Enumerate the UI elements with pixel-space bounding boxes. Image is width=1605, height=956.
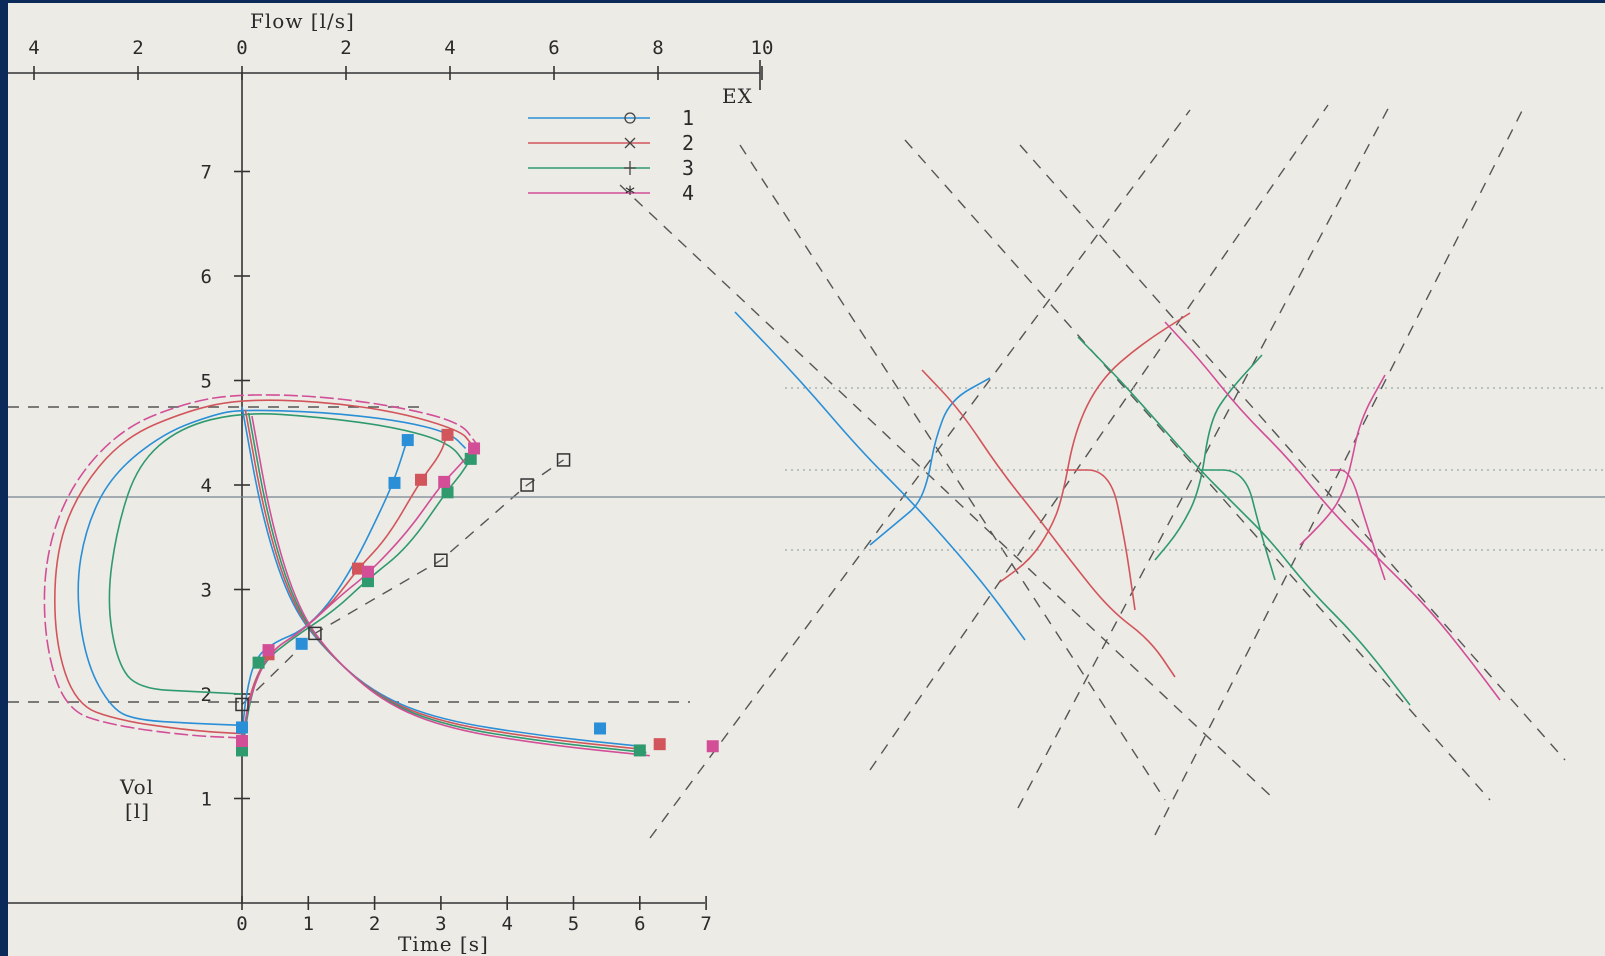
chart-frame: 4 2 0 2 4 6 8 10 0 1 2 3 4 5 6 7 1 2 3 4 5 6 7 1 2 3 * 4 Flow [l/s… bbox=[8, 3, 1605, 956]
reference-marker bbox=[434, 553, 448, 567]
marker-series-1 bbox=[388, 476, 401, 489]
traces bbox=[43, 311, 1501, 757]
marker-series-1 bbox=[401, 434, 414, 447]
reference-line bbox=[241, 459, 564, 705]
reference-marker bbox=[235, 697, 249, 712]
volume-time-tail-4 bbox=[251, 415, 650, 757]
marker-series-2 bbox=[653, 738, 666, 751]
marker-series-4 bbox=[438, 475, 451, 488]
reference-marker bbox=[308, 626, 322, 641]
legend-label-1: 1 bbox=[682, 106, 694, 130]
time-tick-label: 6 bbox=[634, 913, 645, 935]
time-tick-label: 7 bbox=[700, 913, 711, 935]
volume-time-trace-1 bbox=[241, 437, 409, 736]
right-panel-trace-3 bbox=[1077, 336, 1411, 706]
right-panel-trace-1 bbox=[869, 377, 991, 546]
legend: 123 * 4 bbox=[528, 106, 694, 206]
flow-volume-trace-4 bbox=[43, 394, 477, 739]
flow-tick-label: 8 bbox=[652, 37, 663, 59]
diagonal-guide bbox=[619, 184, 1276, 801]
flow-tick-label: 2 bbox=[132, 37, 143, 59]
legend-label-3: 3 bbox=[682, 156, 694, 180]
time-tick-label: 5 bbox=[568, 913, 579, 935]
legend-label-4: 4 bbox=[682, 181, 694, 205]
marker-series-4 bbox=[361, 565, 374, 578]
marker-series-4 bbox=[706, 740, 719, 753]
time-tick-label: 3 bbox=[435, 913, 446, 935]
marker-series-4 bbox=[468, 442, 481, 455]
right-panel-trace-4 bbox=[1299, 374, 1386, 546]
right-panel-trace-2 bbox=[999, 312, 1191, 583]
right-panel-trace-2 bbox=[1065, 469, 1136, 611]
volume-tick-label: 1 bbox=[201, 789, 212, 811]
volume-tick-label: 3 bbox=[201, 580, 212, 602]
flow-axis-title: Flow [l/s] bbox=[250, 9, 355, 33]
flow-tick-label: 4 bbox=[444, 37, 455, 59]
volume-axis-title: Vol bbox=[119, 775, 154, 799]
diagonal-guide bbox=[1017, 104, 1391, 809]
marker-series-2 bbox=[441, 428, 454, 441]
axes bbox=[8, 60, 1605, 904]
flow-volume-trace-3 bbox=[108, 413, 467, 695]
diagonal-guide bbox=[869, 104, 1329, 771]
volume-tick-label: 6 bbox=[201, 266, 212, 288]
marker-series-3 bbox=[464, 452, 477, 465]
right-panel-trace-3 bbox=[1200, 469, 1276, 581]
data-markers bbox=[235, 428, 719, 757]
flow-tick-label: 2 bbox=[340, 37, 351, 59]
reference-marker bbox=[520, 478, 534, 492]
volume-axis-unit: [l] bbox=[125, 799, 150, 823]
volume-time-tail-2 bbox=[244, 409, 644, 751]
marker-series-4 bbox=[236, 735, 248, 748]
marker-series-1 bbox=[594, 722, 607, 735]
marker-series-4 bbox=[262, 644, 275, 657]
legend-marker-circle bbox=[624, 112, 636, 124]
diagonal-guide bbox=[1019, 144, 1566, 761]
diagonal-guide bbox=[739, 144, 1166, 801]
marker-series-3 bbox=[361, 575, 374, 588]
legend-marker-x bbox=[624, 137, 636, 149]
marker-series-3 bbox=[252, 656, 265, 669]
volume-tick-label: 2 bbox=[201, 684, 212, 706]
flow-tick-label: 10 bbox=[751, 37, 774, 59]
flow-tick-label: 0 bbox=[236, 37, 247, 59]
volume-time-trace-3 bbox=[241, 458, 472, 757]
marker-series-1 bbox=[295, 637, 308, 650]
time-tick-label: 4 bbox=[501, 913, 512, 935]
right-panel-trace-3 bbox=[1154, 354, 1263, 561]
flow-volume-trace-2 bbox=[54, 399, 472, 735]
time-axis-title: Time [s] bbox=[398, 932, 489, 956]
right-panel-trace-4 bbox=[1330, 469, 1386, 581]
legend-label-2: 2 bbox=[682, 131, 694, 155]
time-tick-label: 2 bbox=[369, 913, 380, 935]
flow-tick-label: 6 bbox=[548, 37, 559, 59]
marker-series-2 bbox=[415, 473, 428, 486]
flow-tick-label: 4 bbox=[28, 37, 39, 59]
right-panel-trace-4 bbox=[1164, 321, 1501, 701]
marker-series-2 bbox=[352, 562, 365, 575]
volume-tick-label: 7 bbox=[201, 162, 212, 184]
legend-marker-star: * bbox=[624, 182, 636, 206]
time-tick-label: 0 bbox=[236, 913, 247, 935]
ex-label: EX bbox=[722, 84, 753, 108]
marker-series-3 bbox=[236, 744, 248, 757]
right-panel-trace-2 bbox=[921, 369, 1176, 678]
volume-tick-label: 4 bbox=[201, 475, 212, 497]
right-panel-trace-1 bbox=[734, 311, 1026, 641]
marker-series-3 bbox=[441, 486, 454, 499]
reference-marker bbox=[556, 453, 571, 467]
volume-tick-label: 5 bbox=[201, 371, 212, 393]
marker-series-3 bbox=[633, 744, 646, 757]
time-tick-label: 1 bbox=[303, 913, 314, 935]
diagonal-guide bbox=[649, 109, 1191, 839]
volume-time-tail-1 bbox=[241, 406, 640, 748]
guide-lines bbox=[8, 104, 1605, 839]
marker-series-1 bbox=[236, 721, 248, 734]
flow-volume-trace-1 bbox=[77, 409, 467, 727]
